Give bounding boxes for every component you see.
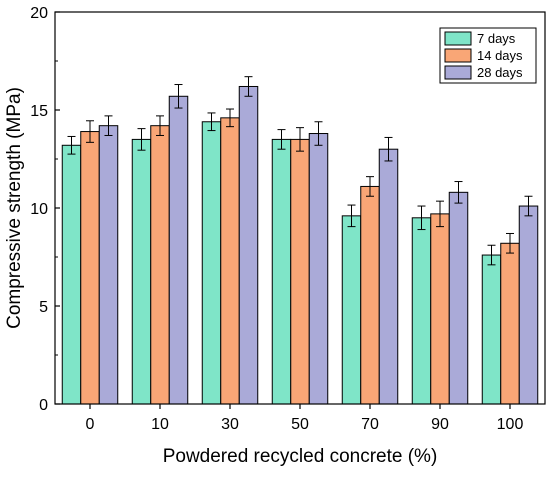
bar-14-days-0 [80,131,100,405]
bar-14-days-30 [220,117,240,405]
error-bar-7-days-90 [417,205,426,231]
error-bars-layer [67,76,533,266]
y-tick-label: 10 [30,201,48,218]
error-bar-28-days-70 [384,136,393,162]
error-bar-28-days-90 [454,181,463,204]
x-tick-label: 70 [361,416,379,433]
legend-swatch-7-days [444,31,472,46]
x-tick-label: 10 [151,416,169,433]
bar-7-days-0 [61,144,82,405]
bars-layer [61,85,539,405]
error-bar-7-days-0 [67,135,76,155]
y-tick-label: 15 [30,103,48,120]
error-bar-28-days-100 [524,195,533,217]
bar-28-days-100 [518,205,539,405]
legend-swatch-14-days [444,48,472,63]
bar-7-days-30 [201,121,222,405]
x-tick-label: 100 [497,416,524,433]
axes-layer: 0 5 10 15 20 0 10 30 50 70 90 100 [30,5,546,433]
error-bar-14-days-10 [156,115,164,136]
x-tick-label: 50 [291,416,309,433]
bar-14-days-90 [430,213,450,405]
x-tick-label: 0 [86,416,95,433]
y-axis-title: Compressive strength (MPa) [4,87,25,329]
y-tick-label: 5 [39,299,48,316]
bar-28-days-0 [98,125,119,405]
bar-7-days-70 [341,215,362,405]
legend-label-14-days: 14 days [477,48,523,63]
bar-28-days-50 [308,133,329,405]
bar-14-days-100 [500,242,520,405]
bar-28-days-90 [448,191,469,405]
bar-7-days-90 [411,217,432,405]
bar-7-days-10 [131,138,152,405]
legend-swatch-28-days [444,65,472,80]
error-bar-7-days-10 [137,128,146,151]
bar-14-days-10 [150,125,170,405]
error-bar-14-days-0 [86,120,94,143]
error-bar-14-days-50 [296,127,304,152]
bar-14-days-50 [290,138,310,405]
y-tick-label: 0 [39,397,48,414]
error-bar-14-days-100 [506,232,514,254]
error-bar-14-days-70 [366,176,374,197]
bar-7-days-100 [481,254,502,405]
x-tick-label: 30 [221,416,239,433]
legend-label-7-days: 7 days [477,31,516,46]
legend: 7 days 14 days 28 days [439,27,537,84]
error-bar-14-days-90 [436,200,444,228]
x-tick-label: 90 [431,416,449,433]
bar-7-days-50 [271,138,292,405]
error-bar-7-days-50 [277,129,286,150]
error-bar-14-days-30 [226,108,234,128]
error-bar-28-days-10 [174,84,183,109]
error-bar-28-days-0 [104,115,113,136]
bar-28-days-30 [238,85,259,405]
error-bar-7-days-100 [487,244,496,266]
x-axis-title: Powdered recycled concrete (%) [163,446,438,467]
bar-14-days-70 [360,185,380,405]
bar-28-days-10 [168,95,189,405]
bar-28-days-70 [378,148,399,405]
legend-label-28-days: 28 days [477,65,523,80]
error-bar-7-days-70 [347,204,356,228]
error-bar-28-days-30 [244,76,253,97]
error-bar-28-days-50 [314,121,323,146]
y-tick-label: 20 [30,5,48,22]
error-bar-7-days-30 [207,112,216,132]
